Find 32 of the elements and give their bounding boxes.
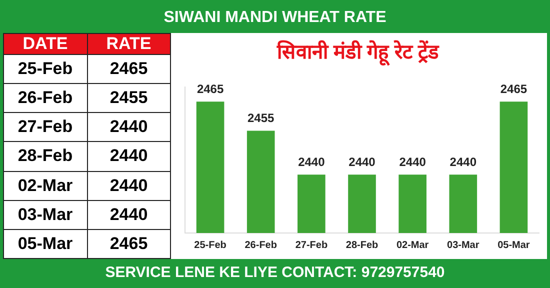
data-label: 2440 <box>298 154 326 169</box>
text: 2440 <box>110 176 148 195</box>
text: 2440 <box>110 146 148 166</box>
x-tick-label: 28-Feb <box>346 240 378 251</box>
text: 2440 <box>110 204 148 224</box>
category-label: 27-Feb <box>18 117 73 136</box>
text: 2455 <box>110 88 148 108</box>
data-label: 2440 <box>348 154 376 169</box>
text: 2465 <box>110 234 148 253</box>
x-tick-label: 26-Feb <box>244 240 277 251</box>
data-label: 2440 <box>399 154 426 169</box>
text: RATE <box>87 34 170 54</box>
data-label: 2465 <box>196 82 224 96</box>
category-label: 28-Feb <box>18 146 73 166</box>
category-label: 25-Feb <box>18 59 73 78</box>
data-label: 2465 <box>500 82 528 96</box>
x-tick-label: 27-Feb <box>295 240 328 251</box>
chart-subtitle: सिवानी मंडी गेहू रेट ट्रेंड <box>276 40 440 67</box>
x-tick-label: 02-Mar <box>396 240 429 251</box>
chart-title: SIWANI MANDI WHEAT RATE <box>3 3 547 33</box>
text: 2440 <box>110 117 148 136</box>
text: SERVICE LENE KE LIYE CONTACT: 9729757540 <box>3 259 547 285</box>
x-tick-label: 05-Mar <box>498 240 530 251</box>
x-tick-label: 25-Feb <box>194 240 226 251</box>
data-label: 2440 <box>450 154 477 169</box>
category-label: 03-Mar <box>18 204 73 224</box>
data-label: 2455 <box>248 111 275 126</box>
x-tick-label: 03-Mar <box>447 240 480 251</box>
text: DATE <box>4 34 87 54</box>
category-label: 02-Mar <box>18 176 73 195</box>
text: 2465 <box>110 59 148 78</box>
category-label: 26-Feb <box>18 88 73 108</box>
